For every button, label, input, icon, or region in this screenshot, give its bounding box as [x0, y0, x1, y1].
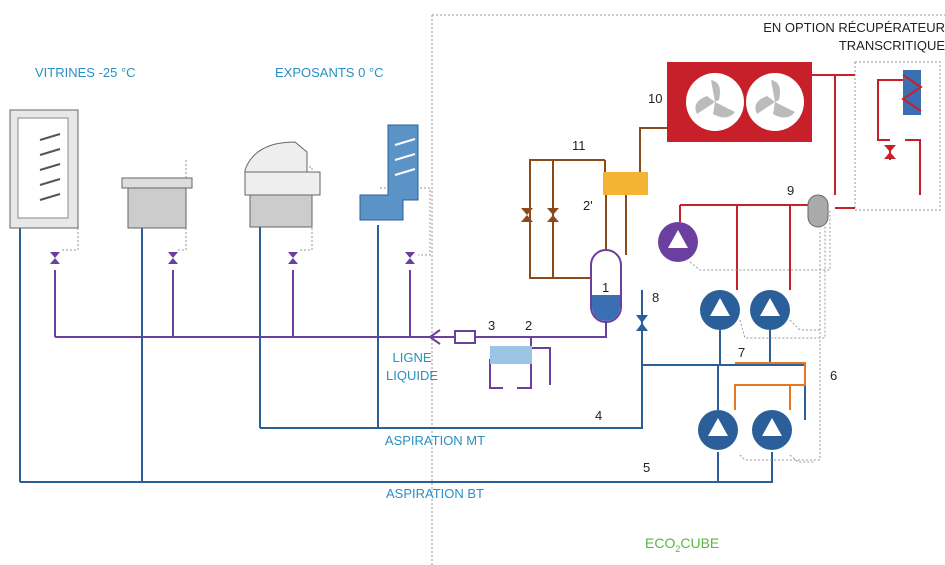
exchanger-2p — [603, 172, 648, 195]
display-cases — [10, 110, 418, 228]
callout: 6 — [830, 368, 837, 383]
callout: 3 — [488, 318, 495, 333]
callout: 2' — [583, 198, 593, 213]
exchanger-2 — [490, 346, 532, 364]
label: EXPOSANTS 0 °C — [275, 65, 384, 80]
label: ASPIRATION BT — [386, 486, 484, 501]
brand: ECO2CUBE — [645, 535, 719, 554]
diagram: VITRINES -25 °C EXPOSANTS 0 °C EN OPTION… — [0, 0, 945, 565]
label: VITRINES -25 °C — [35, 65, 136, 80]
callout: 7 — [738, 345, 745, 360]
callout: 11 — [572, 138, 586, 153]
callout: 2 — [525, 318, 532, 333]
filter — [455, 331, 475, 343]
callout: 1 — [602, 280, 609, 295]
callout: 8 — [652, 290, 659, 305]
label: LIQUIDE — [386, 368, 438, 383]
callout: 9 — [787, 183, 794, 198]
brand-suffix: CUBE — [680, 535, 719, 551]
callout: 5 — [643, 460, 650, 475]
option-box — [855, 62, 940, 210]
brand-prefix: ECO — [645, 535, 675, 551]
compressors — [658, 222, 792, 450]
component-9 — [808, 195, 828, 227]
label: EN OPTION RÉCUPÉRATEUR — [763, 20, 945, 35]
label: TRANSCRITIQUE — [839, 38, 945, 53]
callout: 4 — [595, 408, 602, 423]
label: LIGNE — [392, 350, 431, 365]
callout: 10 — [648, 91, 662, 106]
label: ASPIRATION MT — [385, 433, 485, 448]
